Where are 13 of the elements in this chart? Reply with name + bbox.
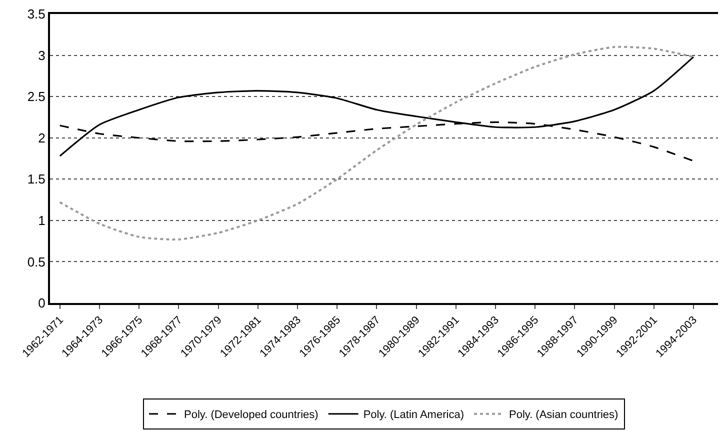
y-tick-label: 3.5	[27, 6, 46, 22]
y-tick-label: 0	[38, 296, 46, 311]
legend-label: Poly. (Latin America)	[363, 409, 464, 422]
line-series	[58, 46, 694, 240]
legend-label: Poly. (Asian countries)	[508, 409, 618, 422]
line-series	[59, 56, 694, 157]
y-tick-label: 0.5	[27, 254, 46, 270]
legend-label: Poly. (Developed countries)	[184, 409, 318, 422]
y-tick-label: 2	[38, 130, 46, 146]
y-tick-label: 2.5	[27, 89, 46, 104]
y-tick-label: 3	[38, 48, 46, 63]
y-tick-label: 1.5	[27, 172, 46, 187]
y-tick-label: 1	[38, 212, 46, 228]
